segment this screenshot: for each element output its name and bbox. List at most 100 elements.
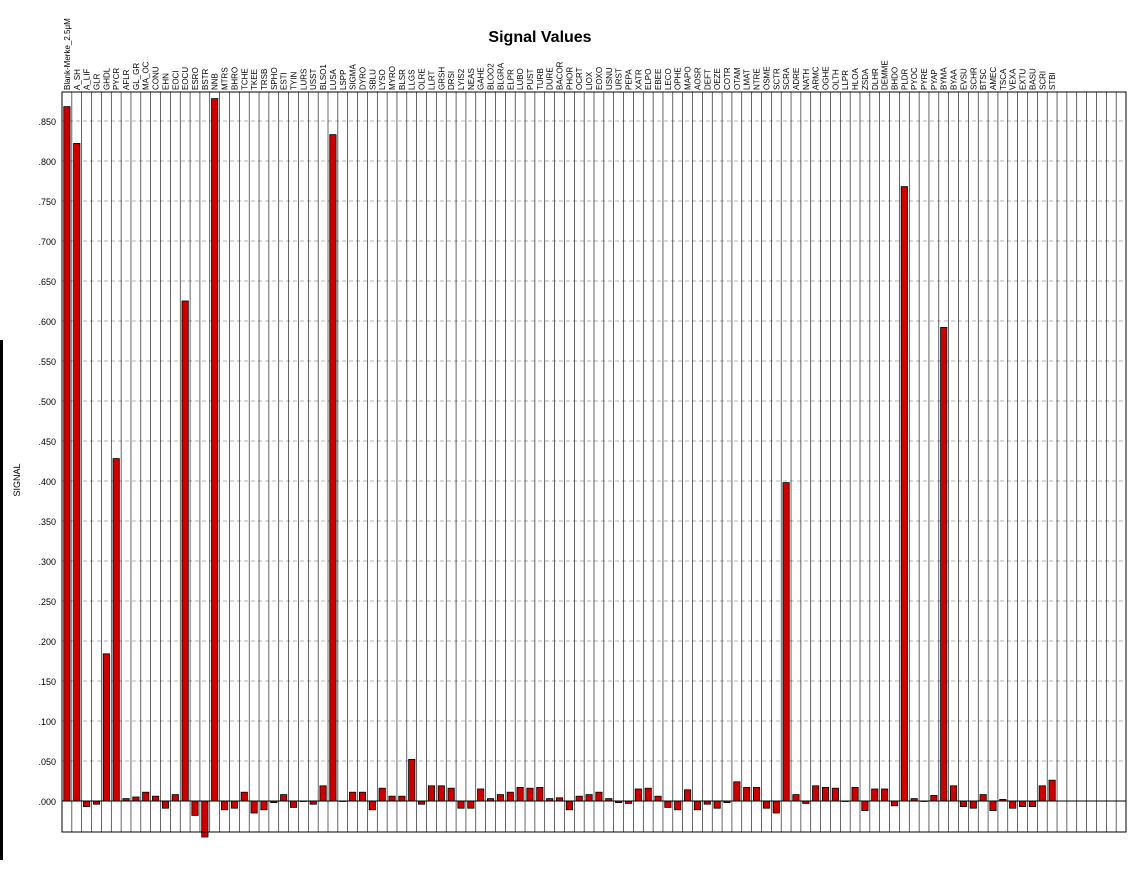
- category-label: EXTU: [1019, 68, 1028, 90]
- bar: [388, 795, 396, 802]
- y-tick-label: .150: [38, 677, 56, 687]
- bar: [230, 800, 238, 809]
- category-label: SCTR: [772, 68, 781, 90]
- category-label: LMAT: [743, 69, 752, 90]
- bar: [457, 800, 465, 809]
- category-label: VEXA: [1009, 68, 1018, 90]
- category-label: PYRE: [920, 68, 929, 90]
- category-label: OPHE: [674, 67, 683, 90]
- category-label: BLGRA: [496, 62, 505, 90]
- y-tick-label: .750: [38, 197, 56, 207]
- category-label: PEPA: [624, 69, 633, 90]
- bar: [358, 791, 367, 802]
- category-label: ESTI: [280, 72, 289, 90]
- category-label: OGHE: [822, 66, 831, 90]
- category-label: LLRT: [427, 70, 436, 90]
- category-label: AFLR: [122, 69, 131, 90]
- y-tick-label: .050: [38, 757, 56, 767]
- category-labels: Blank-Merke_2.5μM A_SH A_LIF GLR GHDL PYCR AFL…: [63, 18, 1057, 90]
- bar: [713, 800, 721, 809]
- category-label: DYRO: [358, 67, 367, 90]
- bar: [772, 800, 780, 814]
- category-label: OSME: [762, 66, 771, 90]
- bar: [1019, 800, 1027, 807]
- y-tick-label: .400: [38, 477, 56, 487]
- category-label: NNB: [211, 73, 220, 90]
- category-label: GHDL: [102, 67, 111, 90]
- bar: [536, 787, 544, 802]
- category-label: ELPR: [506, 69, 515, 90]
- category-label: BACOR: [556, 61, 565, 90]
- category-label: DEFT: [703, 69, 712, 90]
- category-label: BLSO1: [319, 64, 328, 90]
- y-axis-label: SIGNAL: [12, 463, 22, 496]
- bar: [1048, 779, 1056, 802]
- bar: [73, 142, 81, 802]
- category-label: TCHE: [240, 68, 249, 90]
- category-label: SCRA: [782, 67, 791, 90]
- category-label: DRSI: [447, 71, 456, 90]
- bar: [260, 800, 268, 811]
- category-label: AMEC: [989, 67, 998, 90]
- category-label: LYIS2: [457, 68, 466, 90]
- category-label: ZSDA: [861, 68, 870, 90]
- bar: [871, 788, 879, 802]
- bar: [861, 800, 869, 812]
- category-label: EBEE: [654, 69, 663, 90]
- bar: [881, 788, 889, 802]
- category-label: A_LIF: [83, 69, 92, 90]
- category-label: USST: [309, 69, 318, 90]
- bar: [506, 791, 514, 802]
- category-label: CONU: [152, 66, 161, 90]
- bar: [940, 326, 948, 802]
- bar: [378, 787, 386, 802]
- bar: [989, 800, 997, 812]
- bar: [969, 800, 977, 809]
- bar: [565, 800, 573, 811]
- category-label: BHRO: [230, 67, 239, 90]
- bar: [693, 800, 701, 811]
- bar: [950, 785, 958, 802]
- y-tick-labels: .000 .050 .100 .150 .200 .250 .300 .350 .400 .450…: [38, 117, 56, 807]
- bar: [477, 788, 485, 802]
- category-label: NTRE: [753, 68, 762, 90]
- category-label: PYCR: [112, 68, 121, 90]
- bar: [319, 785, 327, 802]
- category-label: DEMME: [881, 60, 890, 90]
- category-label: GL_GR: [132, 63, 141, 90]
- category-label: LUSA: [329, 68, 338, 90]
- bar: [63, 106, 71, 802]
- bar: [161, 800, 169, 809]
- bar: [1028, 800, 1036, 807]
- y-tick-label: .350: [38, 517, 56, 527]
- category-label: TSCA: [999, 68, 1008, 90]
- bar: [674, 800, 682, 811]
- category-label: URST: [615, 68, 624, 90]
- category-label: GLR: [92, 73, 101, 90]
- bar: [289, 800, 298, 808]
- category-label: OEZE: [713, 68, 722, 90]
- category-label: BLOO2: [487, 63, 496, 90]
- y-tick-label: .300: [38, 557, 56, 567]
- category-label: BTSC: [979, 68, 988, 90]
- bar: [102, 653, 110, 802]
- category-label: LLGS: [408, 70, 417, 90]
- category-label: ARMC: [812, 66, 821, 90]
- bar: [437, 785, 445, 802]
- category-label: PUST: [526, 69, 535, 90]
- bar: [467, 800, 475, 809]
- bar: [112, 458, 120, 802]
- category-label: MYRO: [388, 66, 397, 90]
- bar: [349, 791, 357, 802]
- bar: [782, 482, 790, 802]
- bar: [979, 794, 987, 802]
- bar: [812, 785, 820, 802]
- bar: [191, 800, 199, 816]
- category-label: PLDR: [900, 68, 909, 90]
- bar: [250, 800, 258, 814]
- bar: [959, 800, 967, 807]
- category-label: HLOA: [851, 68, 860, 90]
- category-label: COTR: [723, 67, 732, 90]
- y-tick-label: .550: [38, 357, 56, 367]
